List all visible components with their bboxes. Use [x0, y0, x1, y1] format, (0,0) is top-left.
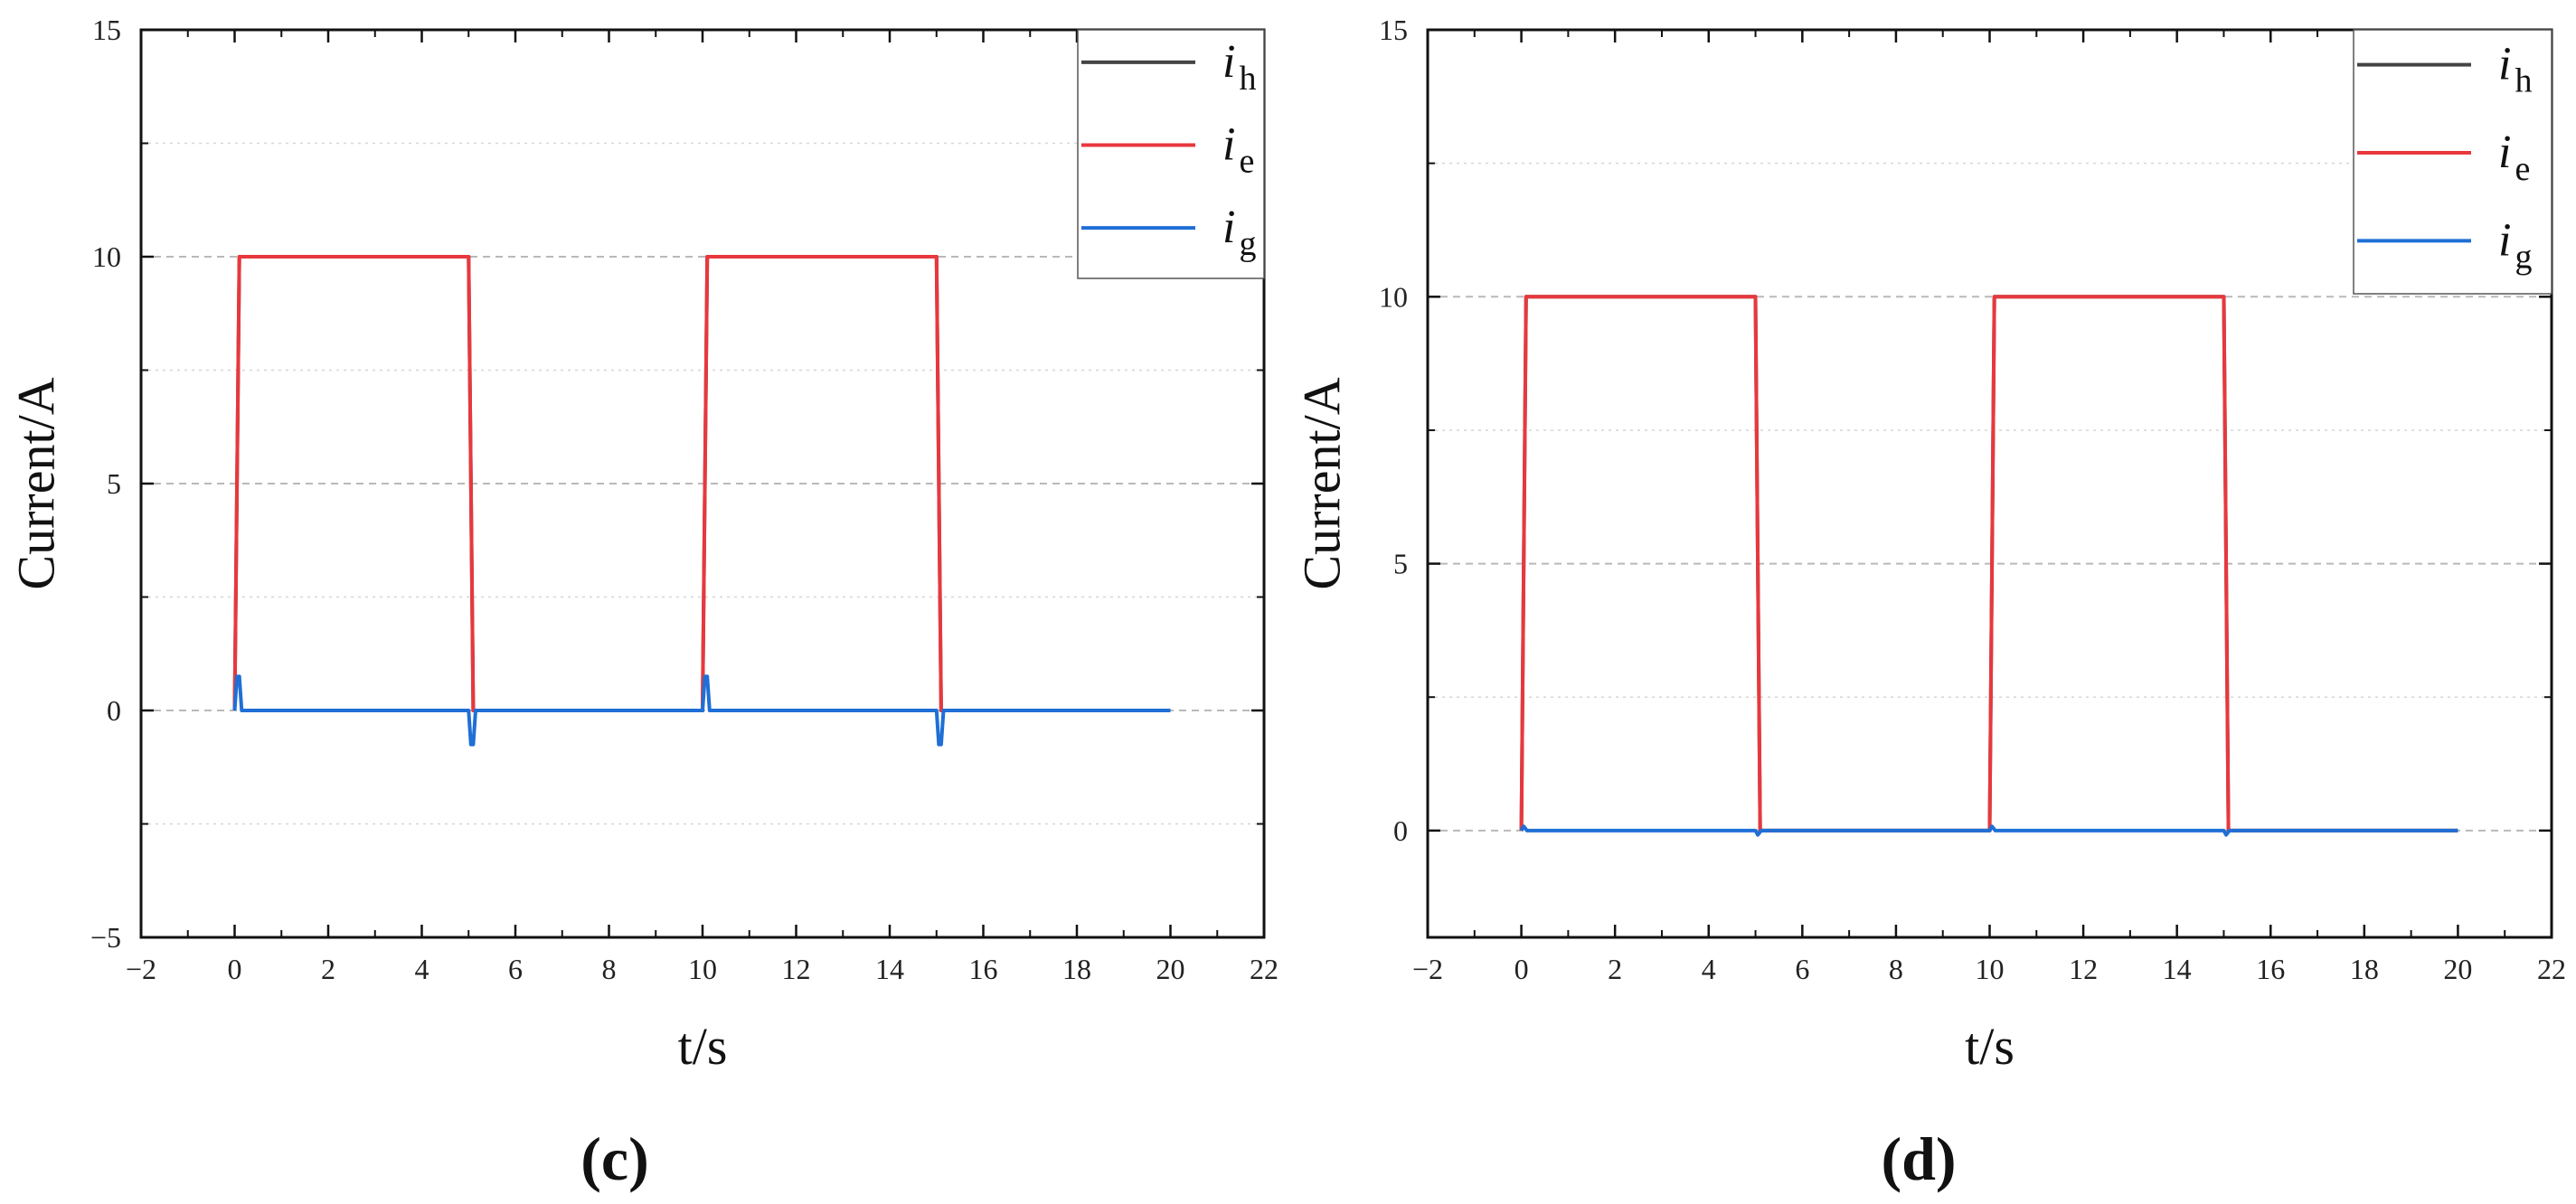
x-tick-label: 20 — [2443, 953, 2472, 985]
legend-subscript-g: g — [1239, 225, 1256, 263]
y-tick-label: 15 — [92, 14, 121, 46]
x-axis-label: t/s — [678, 1017, 728, 1076]
x-tick-label: 10 — [688, 953, 717, 985]
legend-box — [2353, 29, 2552, 295]
y-tick-label: 15 — [1379, 14, 1408, 46]
x-tick-label: 22 — [2537, 953, 2566, 985]
x-tick-label: 14 — [2163, 953, 2192, 985]
x-tick-label: 18 — [1062, 953, 1091, 985]
legend-subscript-g: g — [2515, 238, 2532, 276]
x-tick-label: 12 — [2069, 953, 2098, 985]
panel-c: −2 0 2 4 6 8 10 12 14 16 18 20 22 −5 0 5 10 15 t/s Current/… — [6, 14, 1279, 1193]
legend-subscript-h: h — [1239, 60, 1256, 98]
x-tick-label: 6 — [508, 953, 523, 985]
series-line-ig — [1519, 824, 2458, 837]
x-tick-label: 4 — [415, 953, 429, 985]
x-tick-label: 4 — [1702, 953, 1716, 985]
x-tick-label: 2 — [1608, 953, 1622, 985]
y-tick-label: 0 — [107, 694, 121, 727]
x-tick-label: 8 — [1889, 953, 1903, 985]
legend-subscript-h: h — [2515, 62, 2532, 100]
panel-label: (c) — [580, 1124, 648, 1193]
x-tick-label: 10 — [1976, 953, 2005, 985]
legend-subscript-e: e — [1239, 143, 1254, 181]
y-tick-label: −5 — [90, 921, 121, 954]
y-axis-label: Current/A — [6, 377, 65, 589]
x-tick-label: 18 — [2350, 953, 2379, 985]
y-tick-label: 10 — [92, 240, 121, 273]
x-tick-label: −2 — [1412, 953, 1443, 985]
x-tick-label: 0 — [228, 953, 242, 985]
legend-subscript-e: e — [2515, 150, 2530, 188]
x-tick-label: 20 — [1156, 953, 1185, 985]
x-tick-label: 6 — [1795, 953, 1809, 985]
x-tick-label: 0 — [1514, 953, 1529, 985]
x-tick-label: 14 — [875, 953, 904, 985]
x-axis-label: t/s — [1965, 1017, 2015, 1076]
x-tick-label: −2 — [126, 953, 156, 985]
y-tick-label: 0 — [1393, 814, 1408, 847]
legend: i hi ei g — [2353, 29, 2552, 295]
x-tick-label: 16 — [2256, 953, 2285, 985]
x-tick-label: 16 — [969, 953, 998, 985]
series-line-ig — [232, 674, 1171, 747]
x-tick-label: 22 — [1250, 953, 1279, 985]
panel-label: (d) — [1881, 1124, 1956, 1193]
y-tick-label: 10 — [1379, 280, 1408, 313]
y-tick-label: 5 — [1393, 548, 1408, 580]
legend: i hi ei g — [1077, 29, 1265, 279]
y-tick-label: 5 — [107, 467, 121, 500]
x-tick-label: 12 — [782, 953, 811, 985]
x-tick-label: 8 — [602, 953, 617, 985]
x-tick-label: 2 — [321, 953, 335, 985]
legend-box — [1077, 29, 1265, 279]
panel-d: −2 0 2 4 6 8 10 12 14 16 18 20 22 0 5 10 15 t/s Current/A i… — [1292, 14, 2566, 1193]
y-axis-label: Current/A — [1292, 377, 1351, 589]
